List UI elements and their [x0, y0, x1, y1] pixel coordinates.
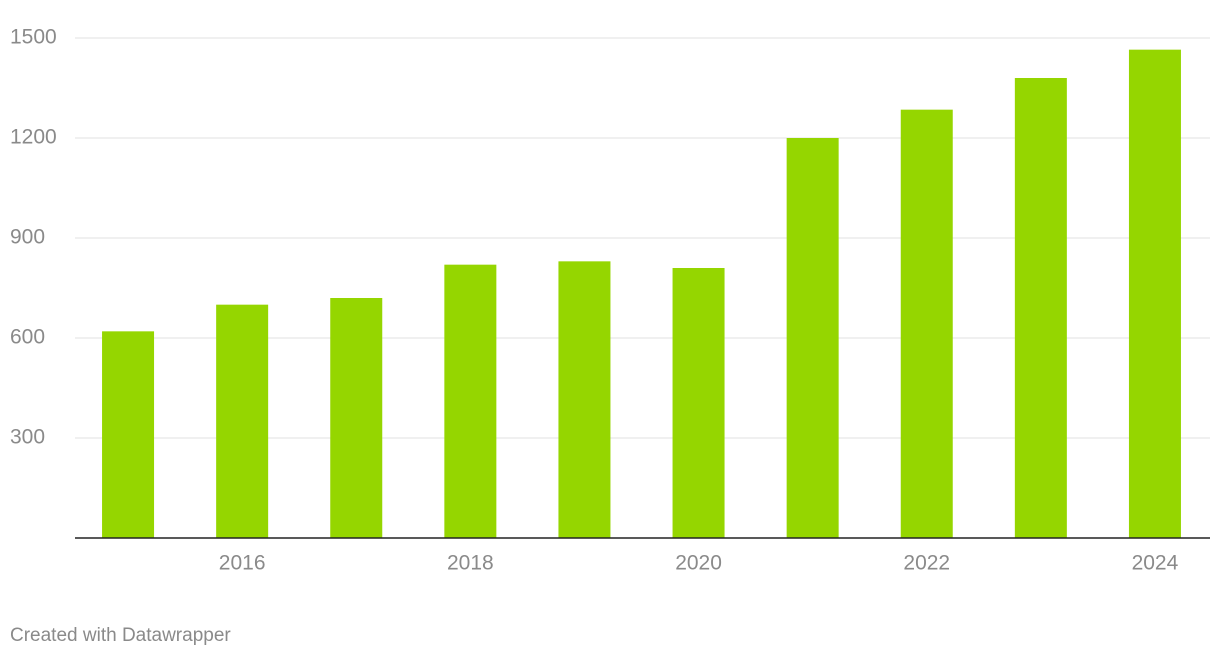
y-tick-label: 1200 — [10, 126, 57, 149]
y-tick-label: 600 — [10, 326, 45, 349]
x-tick-label: 2016 — [219, 552, 266, 575]
y-tick-label: 300 — [10, 426, 45, 449]
y-tick-label: 900 — [10, 226, 45, 249]
bar — [1014, 78, 1067, 538]
bar — [900, 109, 953, 539]
bar — [216, 304, 269, 538]
bar — [786, 138, 839, 538]
label-bg — [0, 324, 54, 352]
bar — [1128, 49, 1181, 539]
x-tick-label: 2020 — [675, 552, 722, 575]
label-bg — [0, 124, 65, 152]
bar — [102, 331, 155, 538]
bar — [558, 261, 611, 538]
x-tick-label: 2018 — [447, 552, 494, 575]
bar — [330, 298, 383, 538]
bar — [444, 264, 497, 538]
label-bg — [0, 224, 54, 252]
bar — [672, 268, 725, 538]
x-tick-label: 2024 — [1132, 552, 1179, 575]
y-tick-label: 1500 — [10, 26, 57, 49]
footer: Created with Datawrapper — [10, 625, 231, 646]
label-bg — [0, 24, 65, 52]
x-tick-label: 2022 — [903, 552, 950, 575]
label-bg — [0, 424, 54, 452]
